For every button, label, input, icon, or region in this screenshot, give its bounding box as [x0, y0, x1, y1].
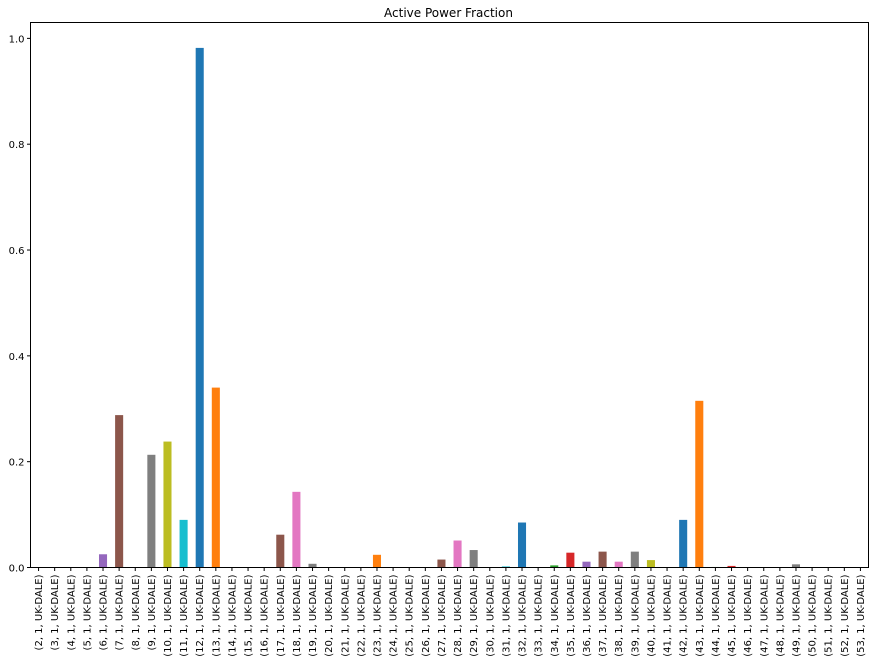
bar	[211, 387, 220, 568]
x-tick-label: (21, 1, UK-DALE)	[340, 574, 351, 656]
x-tick-label: (47, 1, UK-DALE)	[759, 574, 770, 656]
y-tick-label: 0.6	[9, 246, 25, 257]
bar	[276, 534, 285, 568]
x-tick-label: (14, 1, UK-DALE)	[227, 574, 238, 656]
x-tick-label: (53, 1, UK-DALE)	[856, 574, 867, 656]
x-tick-label: (33, 1, UK-DALE)	[534, 574, 545, 656]
x-tick-label: (8, 1, UK-DALE)	[131, 574, 142, 650]
x-tick-label: (52, 1, UK-DALE)	[840, 574, 851, 656]
x-tick-label: (31, 1, UK-DALE)	[501, 574, 512, 656]
bars-group	[98, 47, 801, 568]
plot-frame	[30, 22, 869, 568]
bar	[98, 554, 108, 568]
x-tick-label: (15, 1, UK-DALE)	[244, 574, 255, 656]
x-tick-label: (4, 1, UK-DALE)	[66, 574, 77, 650]
x-tick-label: (41, 1, UK-DALE)	[663, 574, 674, 656]
x-tick-label: (3, 1, UK-DALE)	[50, 574, 61, 650]
x-tick-label: (40, 1, UK-DALE)	[646, 574, 657, 656]
x-tick-label: (27, 1, UK-DALE)	[437, 574, 448, 656]
bar	[550, 565, 559, 568]
x-tick-label: (24, 1, UK-DALE)	[389, 574, 400, 656]
bar	[630, 551, 639, 568]
x-tick-label: (49, 1, UK-DALE)	[791, 574, 802, 656]
chart-title: Active Power Fraction	[384, 6, 513, 20]
y-tick-label: 1.0	[9, 34, 25, 45]
x-tick-label: (46, 1, UK-DALE)	[743, 574, 754, 656]
x-tick-label: (12, 1, UK-DALE)	[195, 574, 206, 656]
y-tick-label: 0.8	[9, 140, 25, 151]
x-tick-label: (37, 1, UK-DALE)	[598, 574, 609, 656]
x-tick-label: (17, 1, UK-DALE)	[276, 574, 287, 656]
bar	[179, 519, 188, 568]
x-tick-label: (10, 1, UK-DALE)	[163, 574, 174, 656]
x-tick-label: (30, 1, UK-DALE)	[485, 574, 496, 656]
bar	[437, 559, 446, 568]
x-tick-label: (32, 1, UK-DALE)	[518, 574, 529, 656]
bar	[372, 554, 382, 568]
x-tick-label: (23, 1, UK-DALE)	[372, 574, 383, 656]
bar	[695, 400, 704, 568]
x-tick-label: (9, 1, UK-DALE)	[147, 574, 158, 650]
x-tick-label: (29, 1, UK-DALE)	[469, 574, 480, 656]
x-tick-label: (16, 1, UK-DALE)	[260, 574, 271, 656]
x-tick-label: (35, 1, UK-DALE)	[566, 574, 577, 656]
bar	[582, 561, 591, 568]
x-tick-label: (38, 1, UK-DALE)	[614, 574, 625, 656]
x-tick-label: (50, 1, UK-DALE)	[808, 574, 819, 656]
bar	[453, 540, 462, 568]
bar	[163, 441, 172, 568]
x-tick-label: (13, 1, UK-DALE)	[211, 574, 222, 656]
x-axis: (2, 1, UK-DALE) (3, 1, UK-DALE) (4, 1, UK-…	[34, 567, 867, 657]
x-tick-label: (18, 1, UK-DALE)	[292, 574, 303, 656]
x-tick-label: (44, 1, UK-DALE)	[711, 574, 722, 656]
bar	[292, 491, 301, 568]
bar	[727, 565, 736, 568]
y-axis: 0.0 0.2 0.4 0.6 0.8 1.0	[9, 34, 31, 575]
bar	[679, 519, 688, 568]
bar	[147, 454, 156, 568]
bar	[308, 563, 317, 568]
x-tick-label: (11, 1, UK-DALE)	[179, 574, 190, 656]
x-tick-label: (28, 1, UK-DALE)	[453, 574, 464, 656]
bar	[598, 551, 607, 568]
bar	[614, 561, 623, 568]
x-tick-label: (25, 1, UK-DALE)	[405, 574, 416, 656]
y-tick-label: 0.4	[9, 352, 25, 363]
y-tick-label: 0.0	[9, 564, 25, 575]
y-tick-label: 0.2	[9, 458, 25, 469]
bar	[646, 560, 655, 568]
x-tick-label: (48, 1, UK-DALE)	[775, 574, 786, 656]
x-tick-label: (34, 1, UK-DALE)	[550, 574, 561, 656]
bar	[791, 564, 801, 568]
x-tick-label: (51, 1, UK-DALE)	[824, 574, 835, 656]
x-tick-label: (20, 1, UK-DALE)	[324, 574, 335, 656]
x-tick-label: (6, 1, UK-DALE)	[99, 574, 110, 650]
x-tick-label: (2, 1, UK-DALE)	[34, 574, 45, 650]
x-tick-label: (36, 1, UK-DALE)	[582, 574, 593, 656]
x-tick-label: (45, 1, UK-DALE)	[727, 574, 738, 656]
x-tick-label: (5, 1, UK-DALE)	[82, 574, 93, 650]
bar	[469, 550, 478, 568]
x-tick-label: (7, 1, UK-DALE)	[115, 574, 126, 650]
x-tick-label: (22, 1, UK-DALE)	[356, 574, 367, 656]
bar	[195, 47, 204, 568]
x-tick-label: (19, 1, UK-DALE)	[308, 574, 319, 656]
x-tick-label: (42, 1, UK-DALE)	[679, 574, 690, 656]
bar	[501, 566, 510, 568]
bar	[115, 415, 124, 568]
x-tick-label: (43, 1, UK-DALE)	[695, 574, 706, 656]
bar	[566, 552, 575, 568]
bar	[517, 522, 527, 568]
x-tick-label: (26, 1, UK-DALE)	[421, 574, 432, 656]
x-tick-label: (39, 1, UK-DALE)	[630, 574, 641, 656]
